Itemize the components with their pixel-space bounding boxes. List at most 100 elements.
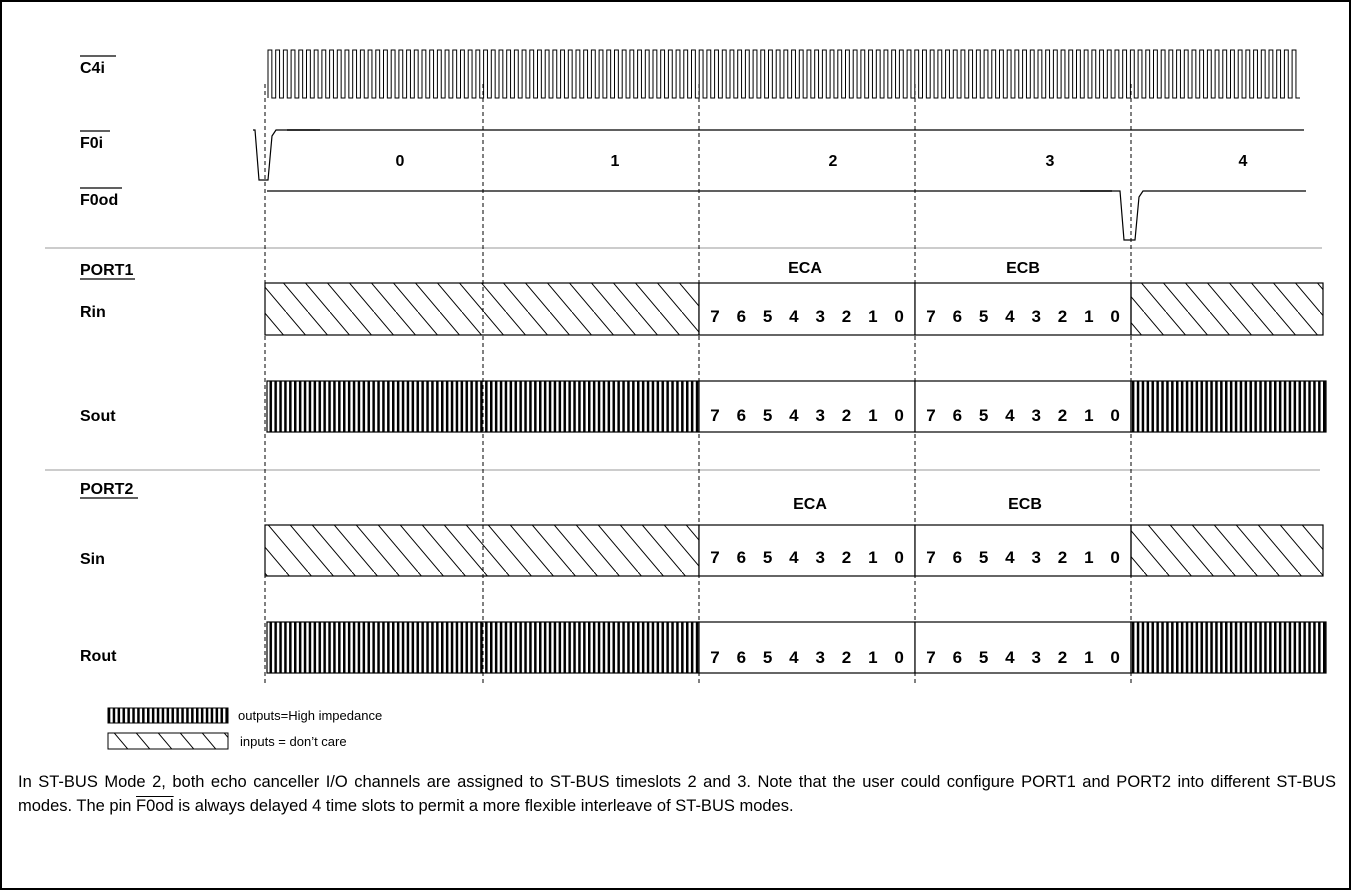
rin-ecb-data-slot [914,282,1132,336]
legend-inputs-text: inputs = don’t care [240,734,347,749]
bit-label: 2 [1058,648,1067,667]
bit-label: 1 [868,307,877,326]
bit-label: 3 [1031,406,1040,425]
bit-label: 2 [842,648,851,667]
port2-channel-eca-label: ECA [793,496,827,513]
legend-outputs-text: outputs=High impedance [238,708,382,723]
f0od-frame-pulse [267,190,1306,241]
bit-label: 7 [710,406,719,425]
bit-label: 0 [894,307,903,326]
signal-label-sout: Sout [80,408,116,425]
bit-label: 1 [1084,406,1093,425]
bit-label: 3 [1031,548,1040,567]
signal-label-rout: Rout [80,648,117,665]
bit-label: 6 [953,648,962,667]
legend-high-impedance-swatch [107,707,229,724]
bit-label: 7 [926,548,935,567]
caption-pin-name: F0od [136,797,174,815]
signal-label-sin: Sin [80,551,105,568]
bit-label: 6 [737,648,746,667]
sout-ecb-data-slot [914,380,1132,433]
bit-label: 3 [815,406,824,425]
rout-high-impedance-region [266,621,700,674]
bit-label: 5 [979,648,988,667]
figure-caption: In ST-BUS Mode 2, both echo canceller I/… [18,770,1336,818]
bit-label: 3 [815,307,824,326]
timeslot-3-label: 3 [1046,153,1055,170]
signal-label-f0i: F0i [80,135,103,152]
bit-label: 7 [710,648,719,667]
rout-eca-data-slot [698,621,916,674]
caption-text-part1: In ST-BUS Mode 2, both echo canceller I/… [18,773,1336,815]
bit-label: 1 [868,648,877,667]
sin-eca-data-slot [698,524,916,577]
bit-label: 0 [894,648,903,667]
bit-label: 6 [953,307,962,326]
bit-label: 4 [789,406,799,425]
caption-text-part2: is always delayed 4 time slots to permit… [173,797,794,815]
bit-label: 1 [868,548,877,567]
timeslot-4-label: 4 [1239,153,1248,170]
bit-label: 7 [926,307,935,326]
bit-label: 2 [842,548,851,567]
bit-label: 5 [979,548,988,567]
bit-label: 2 [1058,548,1067,567]
bit-label: 7 [926,406,935,425]
sout-high-impedance-region-end [1130,380,1327,433]
bit-label: 2 [1058,307,1067,326]
bit-label: 5 [763,406,772,425]
rin-dont-care-region [264,282,700,336]
bit-label: 7 [710,307,719,326]
timeslot-0-label: 0 [396,153,405,170]
bit-label: 5 [763,648,772,667]
bit-label: 0 [894,548,903,567]
port1-label: PORT1 [80,262,133,279]
bit-label: 3 [815,648,824,667]
port2-channel-ecb-label: ECB [1008,496,1042,513]
timeslot-1-label: 1 [611,153,620,170]
legend-dont-care-swatch [107,732,229,750]
bit-label: 4 [1005,648,1015,667]
bit-label: 4 [1005,406,1015,425]
signal-label-c4i: C4i [80,60,105,77]
bit-label: 4 [789,307,799,326]
bit-label: 7 [926,648,935,667]
sout-eca-data-slot [698,380,916,433]
signal-label-f0od: F0od [80,192,118,209]
f0i-frame-pulse [253,129,1304,181]
rout-high-impedance-region-end [1130,621,1327,674]
sin-dont-care-region-end [1130,524,1324,577]
bit-label: 1 [1084,307,1093,326]
bit-label: 4 [789,548,799,567]
bit-label: 4 [1005,548,1015,567]
bit-label: 5 [763,307,772,326]
port1-channel-eca-label: ECA [788,260,822,277]
bit-label: 4 [789,648,799,667]
bit-label: 6 [953,406,962,425]
bit-label: 0 [1110,307,1119,326]
rin-eca-data-slot [698,282,916,336]
bit-label: 1 [868,406,877,425]
timeslot-2-label: 2 [829,153,838,170]
signal-label-rin: Rin [80,304,106,321]
bit-label: 1 [1084,648,1093,667]
bit-label: 5 [979,406,988,425]
bit-label: 0 [1110,548,1119,567]
bit-label: 2 [842,307,851,326]
bit-label: 1 [1084,548,1093,567]
bit-label: 0 [894,406,903,425]
sin-ecb-data-slot [914,524,1132,577]
port1-channel-ecb-label: ECB [1006,260,1040,277]
bit-label: 6 [953,548,962,567]
sin-dont-care-region [264,524,700,577]
port2-label: PORT2 [80,481,133,498]
bit-label: 3 [815,548,824,567]
bit-label: 3 [1031,307,1040,326]
bit-label: 5 [979,307,988,326]
